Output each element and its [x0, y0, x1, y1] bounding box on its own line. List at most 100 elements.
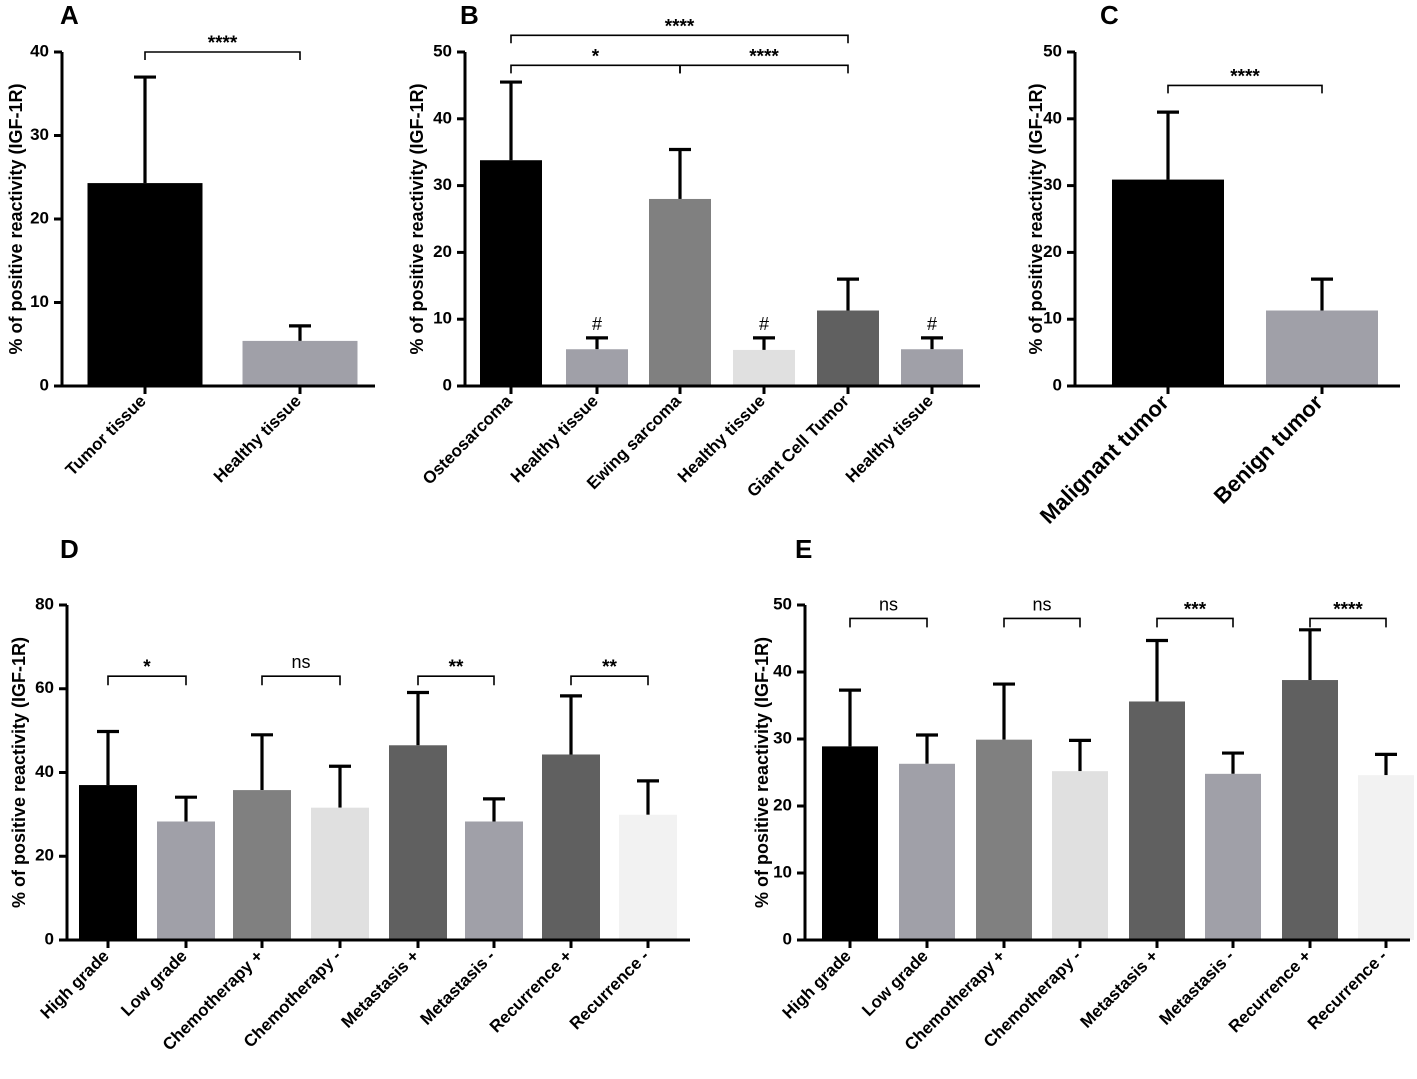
panel-c-y-tick-label-0: 0	[1053, 375, 1062, 394]
panel-a-category-label-2: Healthy tissue	[210, 391, 305, 486]
panel-d-bar-4	[311, 807, 369, 940]
panel-c-chart: C % of positive reactivity (IGF-1R) 0 10 20 3…	[1026, 0, 1400, 529]
panel-b-bar-1	[480, 160, 542, 386]
panel-b-bracket-1	[510, 34, 849, 44]
panel-c-y-tick-label-40: 40	[1043, 108, 1062, 127]
panel-e-y-tick-label-40: 40	[773, 661, 792, 680]
panel-d-bar-3	[233, 790, 291, 940]
panel-c-category-label-1: Malignant tumor	[1035, 390, 1174, 529]
panel-e-bracket-1	[849, 617, 928, 628]
panel-b-bracket-3	[679, 64, 849, 74]
panel-a-bracket-label-1: ****	[208, 33, 238, 54]
panel-d-y-axis-label: % of positive reactivity (IGF-1R)	[9, 637, 29, 908]
panel-c-bracket-label-1: ****	[1230, 66, 1260, 87]
panel-d-bar-2	[157, 821, 215, 940]
panel-c-y-axis-label: % of positive reactivity (IGF-1R)	[1026, 83, 1046, 354]
panel-d-category-label-5: Metastasis +	[338, 946, 423, 1031]
panel-e-bracket-4	[1309, 617, 1387, 628]
panel-b-hash-mark-1: #	[592, 314, 602, 334]
panel-d-bracket-label-2: ns	[291, 652, 310, 672]
panel-e-bracket-label-2: ns	[1032, 594, 1051, 614]
panel-a-y-tick-label-10: 10	[30, 292, 49, 311]
panel-e-bracket-2	[1003, 617, 1081, 628]
panel-e-bracket-label-3: ***	[1184, 599, 1207, 620]
panel-b-y-tick-label-50: 50	[433, 41, 452, 60]
panel-c-bar-2	[1266, 310, 1378, 386]
panel-b-category-label-1: Osteosarcoma	[419, 391, 516, 488]
panel-d-bar-6	[465, 821, 523, 940]
panel-b-hash-mark-2: #	[759, 314, 769, 334]
panel-d-category-label-6: Metastasis -	[417, 946, 499, 1028]
panel-b-letter: B	[460, 0, 479, 30]
panel-d-y-tick-label-40: 40	[35, 762, 54, 781]
panel-d-bracket-1	[107, 675, 187, 686]
panel-d-bracket-2	[261, 675, 341, 686]
panel-d-bracket-label-1: *	[143, 657, 151, 678]
panel-c-y-tick-label-10: 10	[1043, 309, 1062, 328]
panel-b-bracket-label-3: ****	[749, 46, 779, 67]
panel-d-y-tick-label-0: 0	[45, 929, 54, 948]
panel-d-category-label-2: Low grade	[117, 946, 191, 1020]
panel-c-y-tick-label-30: 30	[1043, 175, 1062, 194]
panel-b-bar-5	[817, 310, 879, 386]
panel-d-category-label-8: Recurrence -	[566, 946, 653, 1033]
panel-c-category-label-2: Benign tumor	[1209, 390, 1328, 509]
panel-e-category-label-7: Recurrence +	[1225, 946, 1315, 1036]
panel-a-bar-2	[242, 340, 358, 386]
panel-d-y-tick-label-80: 80	[35, 594, 54, 613]
panel-e-bar-8	[1358, 775, 1414, 940]
panel-d-letter: D	[60, 534, 79, 564]
panel-e-bar-7	[1282, 680, 1338, 940]
panel-d-y-tick-label-20: 20	[35, 846, 54, 865]
panel-d-bar-5	[389, 745, 447, 940]
panel-d-bar-8	[619, 814, 677, 940]
panel-b-category-label-2: Healthy tissue	[507, 391, 602, 486]
panel-e-y-tick-label-0: 0	[783, 929, 792, 948]
panel-c-bracket-1	[1167, 84, 1323, 94]
panel-e-bar-4	[1052, 771, 1108, 940]
panel-d-bracket-label-4: **	[602, 657, 617, 678]
panel-d-category-label-1: High grade	[37, 946, 113, 1022]
panel-a-chart: A % of positive reactivity (IGF-1R) 0 10 20 3…	[6, 0, 375, 486]
panel-b-chart: B % of positive reactivity (IGF-1R) # # #0 10…	[407, 0, 980, 501]
panel-b-y-tick-label-10: 10	[433, 309, 452, 328]
panel-e-bracket-label-4: ****	[1333, 599, 1363, 620]
panel-d-bracket-label-3: **	[449, 657, 464, 678]
panel-d-bar-7	[542, 754, 600, 940]
panel-c-y-tick-label-50: 50	[1043, 41, 1062, 60]
panel-b-bracket-label-2: *	[592, 46, 600, 67]
panel-a-bracket-1	[144, 51, 301, 60]
panel-e-y-axis-label: % of positive reactivity (IGF-1R)	[752, 637, 772, 908]
panel-b-bar-2	[566, 349, 628, 386]
panel-b-category-label-4: Healthy tissue	[674, 391, 769, 486]
panel-c-y-tick-label-20: 20	[1043, 242, 1062, 261]
panel-d-bar-1	[79, 785, 137, 940]
panel-b-bar-4	[733, 349, 795, 386]
panel-e-category-label-6: Metastasis -	[1156, 946, 1238, 1028]
panel-e-y-tick-label-30: 30	[773, 728, 792, 747]
panel-e-bar-3	[976, 739, 1032, 940]
panel-e-y-tick-label-20: 20	[773, 795, 792, 814]
panel-a-y-tick-label-0: 0	[40, 375, 49, 394]
panel-a-category-label-1: Tumor tissue	[62, 391, 150, 479]
panel-e-bar-6	[1205, 773, 1261, 940]
panel-d-bracket-3	[417, 675, 495, 686]
panel-a-y-tick-label-40: 40	[30, 41, 49, 60]
panel-d-category-label-7: Recurrence +	[486, 946, 576, 1036]
panel-d-bracket-4	[570, 675, 649, 686]
panel-e-y-tick-label-10: 10	[773, 862, 792, 881]
panel-c-letter: C	[1100, 0, 1119, 30]
panel-b-y-tick-label-20: 20	[433, 242, 452, 261]
panel-e-bracket-3	[1156, 617, 1234, 628]
panel-b-hash-mark-3: #	[927, 314, 937, 334]
panel-a-y-tick-label-20: 20	[30, 208, 49, 227]
panel-b-y-tick-label-40: 40	[433, 108, 452, 127]
panel-e-bar-1	[822, 746, 878, 940]
panel-e-bar-5	[1129, 701, 1185, 940]
panel-e-y-tick-label-50: 50	[773, 594, 792, 613]
panel-b-y-axis-label: % of positive reactivity (IGF-1R)	[407, 83, 427, 354]
panel-e-bracket-label-1: ns	[879, 594, 898, 614]
panel-c-bar-1	[1112, 179, 1224, 386]
panel-a-bar-1	[87, 183, 203, 386]
